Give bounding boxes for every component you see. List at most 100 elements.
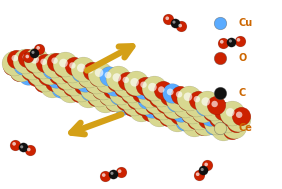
Point — [127, 92, 132, 95]
Point — [147, 94, 152, 97]
Point — [79, 83, 84, 86]
Point — [153, 99, 157, 102]
Point — [145, 97, 150, 100]
Point — [184, 115, 188, 119]
Point — [37, 67, 41, 70]
Point — [12, 57, 17, 60]
Point — [222, 122, 226, 125]
Point — [173, 117, 177, 120]
Point — [167, 95, 172, 98]
Point — [30, 61, 35, 64]
Point — [219, 40, 224, 43]
Point — [139, 87, 144, 90]
Point — [92, 83, 96, 86]
Point — [49, 67, 54, 70]
Point — [34, 59, 38, 62]
Point — [21, 59, 26, 62]
Point — [155, 112, 160, 115]
Point — [98, 89, 103, 92]
Point — [129, 89, 134, 92]
Point — [79, 88, 83, 91]
Point — [57, 69, 61, 72]
Point — [10, 60, 15, 63]
Point — [106, 90, 111, 93]
Point — [103, 77, 108, 80]
Point — [49, 83, 53, 86]
Point — [110, 83, 115, 86]
Point — [81, 84, 85, 87]
Point — [205, 164, 210, 167]
Point — [157, 113, 161, 116]
Point — [96, 92, 101, 95]
Point — [61, 66, 65, 69]
Point — [79, 66, 83, 69]
Point — [195, 114, 199, 117]
Point — [173, 100, 177, 103]
Point — [54, 60, 58, 63]
Point — [188, 113, 192, 116]
Text: Cu: Cu — [238, 18, 253, 28]
Point — [190, 105, 195, 108]
Point — [136, 95, 141, 98]
Point — [230, 128, 234, 131]
Point — [52, 64, 56, 67]
Point — [215, 115, 219, 119]
Point — [137, 90, 142, 93]
Point — [223, 122, 228, 125]
Point — [97, 71, 101, 74]
Point — [90, 86, 94, 89]
Point — [80, 67, 85, 70]
Point — [106, 74, 110, 77]
Point — [34, 75, 39, 78]
Point — [123, 83, 127, 86]
Point — [41, 65, 45, 68]
Point — [35, 71, 39, 74]
Point — [68, 84, 73, 87]
Point — [166, 18, 171, 21]
Point — [185, 116, 190, 119]
Point — [23, 55, 28, 58]
Point — [52, 59, 57, 62]
Point — [157, 108, 162, 111]
Point — [32, 51, 36, 54]
Point — [236, 38, 241, 41]
Point — [205, 101, 210, 104]
Point — [67, 72, 72, 75]
Point — [134, 98, 138, 101]
Point — [186, 95, 190, 98]
Text: C: C — [238, 88, 246, 98]
Point — [44, 73, 48, 76]
Point — [197, 174, 201, 177]
Point — [228, 127, 233, 130]
Point — [238, 114, 243, 117]
Point — [60, 82, 64, 85]
Point — [228, 111, 233, 114]
Point — [181, 107, 185, 110]
Point — [47, 71, 52, 74]
Point — [177, 93, 181, 96]
Point — [64, 75, 68, 78]
Point — [229, 40, 233, 43]
Point — [148, 89, 153, 92]
Point — [143, 101, 147, 104]
Point — [72, 77, 77, 80]
Point — [97, 88, 102, 91]
Point — [86, 72, 90, 75]
Point — [183, 120, 188, 123]
Point — [166, 111, 171, 114]
Point — [210, 111, 214, 114]
Point — [63, 63, 67, 66]
Point — [173, 21, 177, 24]
Point — [235, 117, 239, 120]
Point — [19, 67, 23, 70]
Point — [179, 110, 183, 113]
Point — [187, 96, 192, 99]
Point — [218, 91, 222, 94]
Point — [152, 103, 157, 106]
Point — [214, 103, 218, 106]
Point — [37, 47, 41, 50]
Point — [139, 108, 143, 111]
Point — [111, 172, 115, 175]
Point — [23, 60, 27, 63]
Point — [87, 90, 92, 93]
